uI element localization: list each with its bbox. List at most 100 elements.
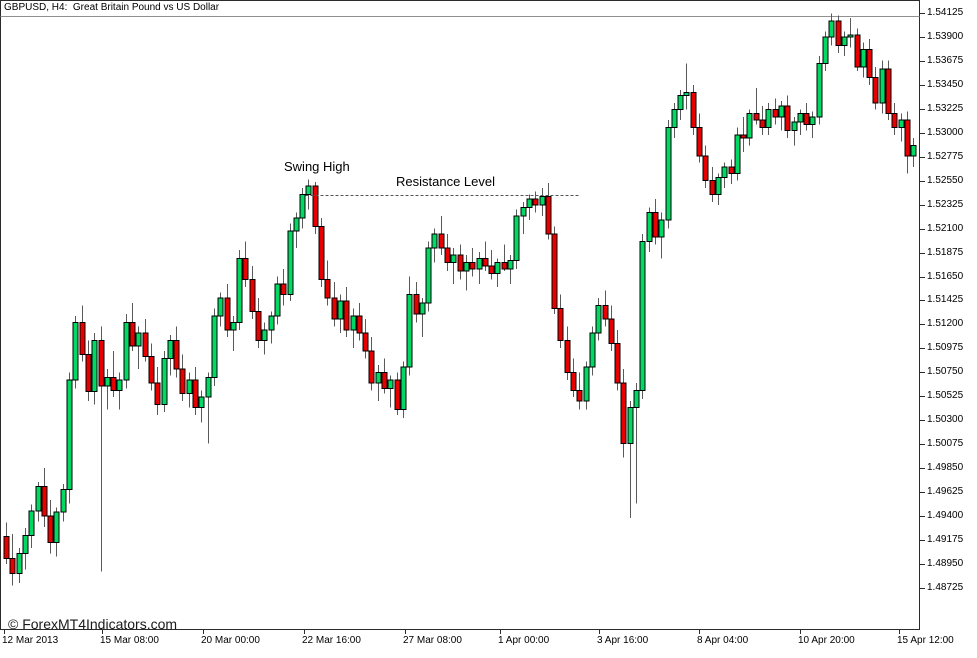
- bear-candle: [192, 379, 199, 409]
- price-axis-label: 1.50075: [927, 438, 964, 449]
- bull-candle: [665, 126, 672, 221]
- time-axis-label: 27 Mar 08:00: [403, 635, 462, 646]
- bear-candle: [759, 119, 766, 128]
- bull-candle: [828, 20, 835, 38]
- bull-candle: [746, 113, 753, 139]
- bear-candle: [148, 355, 155, 384]
- time-axis-label: 22 Mar 16:00: [302, 635, 361, 646]
- bear-candle: [224, 297, 231, 331]
- bull-candle: [791, 121, 798, 132]
- time-axis-label: 1 Apr 00:00: [498, 635, 550, 646]
- bull-candle: [507, 260, 514, 270]
- bear-candle: [620, 382, 627, 445]
- swing-high-annotation[interactable]: Swing High: [284, 159, 350, 174]
- bull-candle: [400, 366, 407, 411]
- bull-candle: [633, 389, 640, 409]
- bull-candle: [879, 68, 886, 104]
- bull-candle: [35, 485, 42, 512]
- bear-candle: [249, 279, 256, 313]
- bull-candle: [167, 339, 174, 360]
- price-axis-label: 1.50525: [927, 390, 964, 401]
- bear-candle: [154, 382, 161, 405]
- bear-candle: [381, 371, 388, 389]
- bear-candle: [866, 49, 873, 78]
- bear-candle: [784, 105, 791, 132]
- bull-candle: [847, 34, 854, 38]
- price-axis-label: 1.51200: [927, 318, 964, 329]
- bear-candle: [532, 198, 539, 206]
- bear-candle: [740, 134, 747, 139]
- bear-candle: [469, 262, 476, 270]
- time-axis[interactable]: 12 Mar 2013 15 Mar 08:00 20 Mar 00:00 22 Ma…: [0, 630, 977, 658]
- bull-candle: [658, 219, 665, 238]
- bull-candle: [293, 217, 300, 232]
- bear-candle: [709, 180, 716, 196]
- bear-candle: [41, 485, 48, 517]
- bull-candle: [287, 230, 294, 296]
- bull-candle: [22, 534, 29, 554]
- bear-candle: [803, 113, 810, 125]
- bear-candle: [576, 389, 583, 402]
- bull-candle: [639, 240, 646, 391]
- bull-candle: [513, 215, 520, 262]
- bear-candle: [557, 307, 564, 341]
- bull-candle: [116, 379, 123, 391]
- price-axis-label: 1.50300: [927, 414, 964, 425]
- bull-candle: [406, 294, 413, 368]
- time-axis-label: 10 Apr 20:00: [798, 635, 855, 646]
- bull-candle: [60, 488, 67, 513]
- price-axis-label: 1.51425: [927, 294, 964, 305]
- bear-candle: [79, 321, 86, 355]
- bear-candle: [652, 212, 659, 238]
- bull-candle: [72, 321, 79, 381]
- price-axis-label: 1.53000: [927, 127, 964, 138]
- bear-candle: [444, 247, 451, 264]
- bull-candle: [822, 36, 829, 65]
- price-axis-label: 1.52325: [927, 199, 964, 210]
- bull-candle: [677, 95, 684, 110]
- time-axis-label: 20 Mar 00:00: [201, 635, 260, 646]
- bull-candle: [797, 113, 804, 123]
- bear-candle: [438, 233, 445, 249]
- price-axis-label: 1.51875: [927, 247, 964, 258]
- bull-candle: [337, 300, 344, 320]
- bull-candle: [274, 283, 281, 317]
- price-axis-label: 1.48950: [927, 558, 964, 569]
- bear-candle: [457, 254, 464, 272]
- bear-candle: [98, 339, 105, 387]
- bear-candle: [110, 377, 117, 391]
- bull-candle: [809, 116, 816, 125]
- bear-candle: [690, 91, 697, 128]
- bear-candle: [3, 535, 10, 560]
- price-axis-label: 1.52100: [927, 223, 964, 234]
- chart-frame: [0, 0, 920, 630]
- bull-candle: [778, 105, 785, 118]
- bull-candle: [526, 198, 533, 208]
- bear-candle: [394, 379, 401, 411]
- time-axis-label: 12 Mar 2013: [2, 635, 59, 646]
- bull-candle: [205, 377, 212, 398]
- resistance-level-annotation[interactable]: Resistance Level: [396, 174, 495, 189]
- bear-candle: [9, 558, 16, 575]
- price-axis[interactable]: 1.54125 1.53900 1.53675 1.53450 1.53225 1.530…: [920, 0, 977, 630]
- price-axis-label: 1.48725: [927, 582, 964, 593]
- bull-candle: [211, 315, 218, 379]
- bull-candle: [583, 366, 590, 402]
- bull-candle: [721, 166, 728, 179]
- bear-candle: [242, 257, 249, 281]
- price-axis-label: 1.50750: [927, 366, 964, 377]
- bear-candle: [129, 321, 136, 347]
- bull-candle: [425, 247, 432, 304]
- bull-candle: [236, 257, 243, 323]
- bull-candle: [123, 321, 130, 381]
- bear-candle: [255, 311, 262, 341]
- price-axis-label: 1.49850: [927, 462, 964, 473]
- bull-candle: [66, 379, 73, 490]
- bear-candle: [368, 350, 375, 384]
- bull-candle: [520, 206, 527, 217]
- price-axis-label: 1.54125: [927, 7, 964, 18]
- bull-candle: [419, 302, 426, 315]
- bear-candle: [835, 20, 842, 46]
